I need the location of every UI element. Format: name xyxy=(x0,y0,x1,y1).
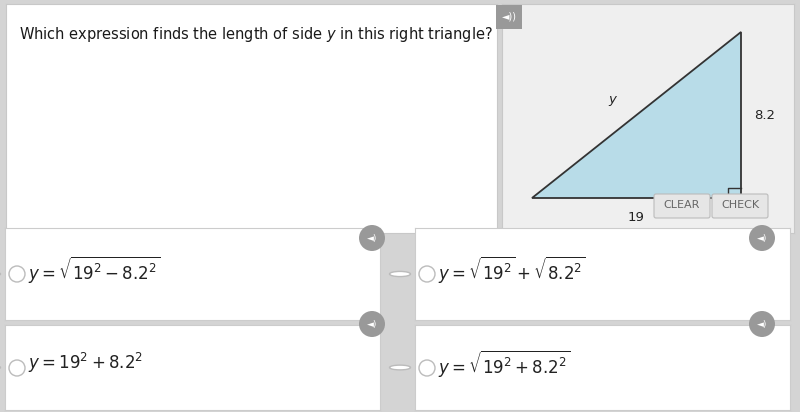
Text: $y = \sqrt{19^2 + 8.2^2}$: $y = \sqrt{19^2 + 8.2^2}$ xyxy=(438,348,570,379)
Polygon shape xyxy=(531,32,741,199)
Circle shape xyxy=(419,266,435,282)
Text: $y = \sqrt{19^2} + \sqrt{8.2^2}$: $y = \sqrt{19^2} + \sqrt{8.2^2}$ xyxy=(438,254,586,285)
Text: CHECK: CHECK xyxy=(721,200,759,210)
Text: $y = \sqrt{19^2 - 8.2^2}$: $y = \sqrt{19^2 - 8.2^2}$ xyxy=(27,254,160,285)
Text: $y = 19^2 + 8.2^2$: $y = 19^2 + 8.2^2$ xyxy=(27,351,142,375)
Text: ◄)): ◄)) xyxy=(502,12,517,22)
Text: $\it{y}$: $\it{y}$ xyxy=(608,94,618,108)
Circle shape xyxy=(359,225,385,251)
Text: ◄): ◄) xyxy=(367,234,377,243)
Circle shape xyxy=(419,360,435,376)
Text: Which expression finds the length of side $\it{y}$ in this right triangle?: Which expression finds the length of sid… xyxy=(18,25,493,44)
Circle shape xyxy=(749,311,775,337)
Circle shape xyxy=(749,225,775,251)
Text: ◄): ◄) xyxy=(367,319,377,328)
Text: CLEAR: CLEAR xyxy=(664,200,700,210)
Circle shape xyxy=(359,311,385,337)
Text: ◄): ◄) xyxy=(757,234,767,243)
Circle shape xyxy=(390,365,410,370)
Text: 8.2: 8.2 xyxy=(754,108,775,122)
Circle shape xyxy=(390,272,410,276)
Text: 19: 19 xyxy=(628,211,645,224)
Circle shape xyxy=(9,360,25,376)
FancyBboxPatch shape xyxy=(654,194,710,218)
Text: ◄): ◄) xyxy=(757,319,767,328)
FancyBboxPatch shape xyxy=(712,194,768,218)
Circle shape xyxy=(9,266,25,282)
